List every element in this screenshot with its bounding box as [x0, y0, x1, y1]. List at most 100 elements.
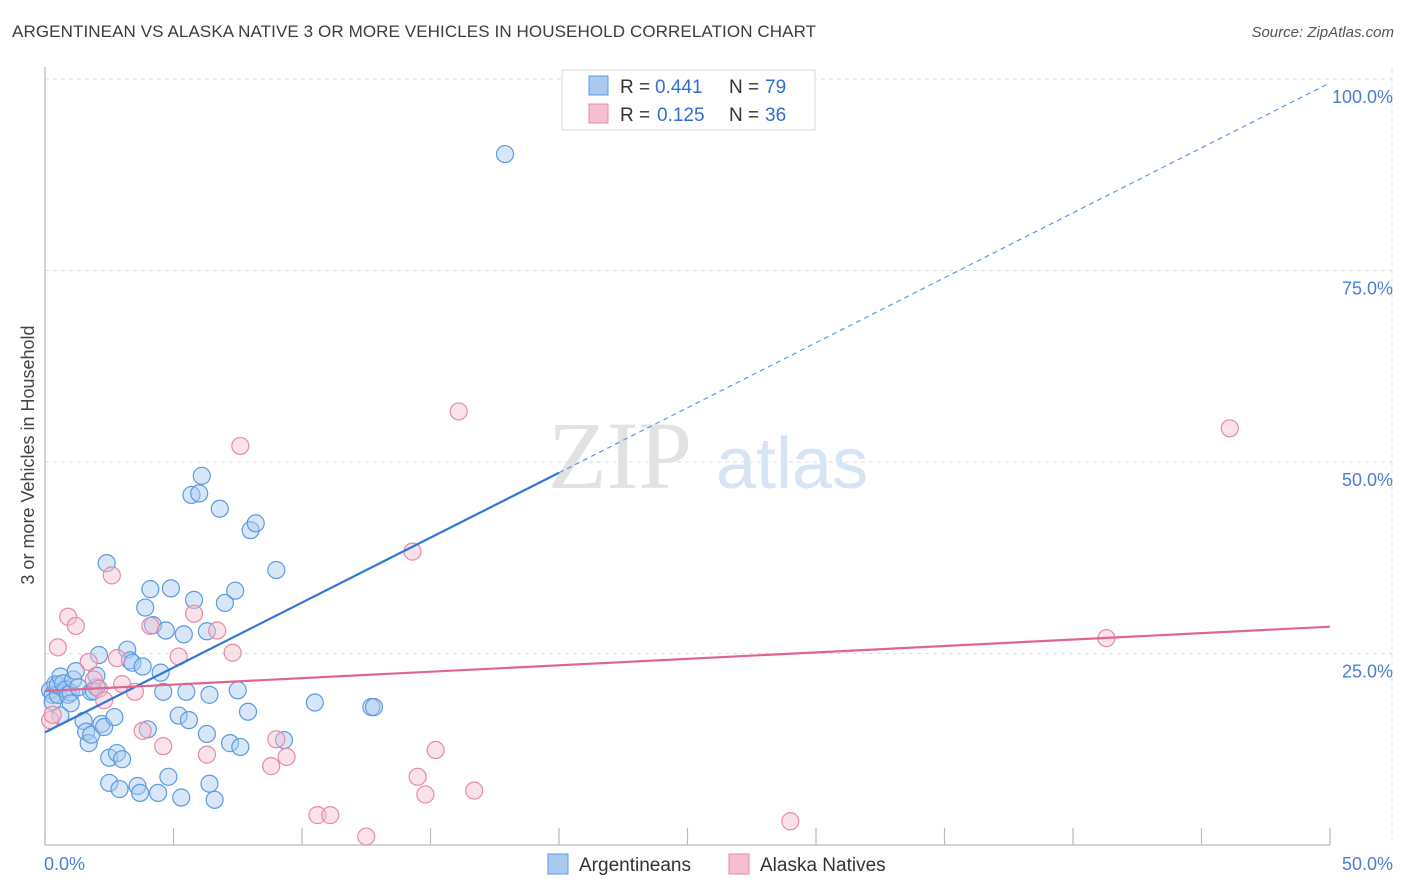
point-argentineans-71 [267, 560, 286, 580]
y-tick-label-1: 50.0% [1342, 470, 1393, 490]
point-argentineans-52 [179, 711, 199, 730]
chart-title: ARGENTINEAN VS ALASKA NATIVE 3 OR MORE V… [12, 22, 817, 41]
point-alaska-natives-5 [79, 652, 98, 672]
series-argentineans [41, 144, 515, 809]
point-argentineans-37 [133, 657, 152, 676]
legend-n-value-1: 79 [765, 77, 786, 98]
point-alaska-natives-19 [208, 621, 227, 640]
point-argentineans-49 [172, 788, 191, 807]
point-argentineans-63 [215, 593, 234, 613]
legend-swatch-argentineans [547, 853, 569, 875]
point-alaska-natives-30 [416, 785, 435, 804]
series-alaska-natives [41, 402, 1239, 846]
point-argentineans-40 [141, 580, 160, 599]
point-argentineans-47 [161, 579, 181, 598]
point-alaska-natives-22 [262, 757, 281, 776]
legend-r-value-1: 0.441 [655, 77, 703, 98]
point-argentineans-60 [200, 774, 219, 793]
point-argentineans-30 [110, 779, 129, 799]
x-tick-label-0: 0.0% [44, 854, 85, 874]
point-argentineans-64 [220, 734, 240, 753]
point-argentineans-57 [197, 724, 217, 744]
x-tick-label-1: 50.0% [1342, 854, 1393, 874]
point-argentineans-45 [156, 621, 175, 640]
point-alaska-natives-2 [48, 638, 67, 657]
point-alaska-natives-4 [66, 616, 85, 636]
point-alaska-natives-1 [43, 705, 62, 724]
point-argentineans-28 [105, 707, 124, 727]
point-argentineans-42 [148, 783, 168, 803]
watermark-zip: ZIP [548, 402, 692, 509]
point-argentineans-68 [238, 702, 258, 721]
legend-swatch-alaska-natives [728, 853, 750, 875]
point-argentineans-46 [159, 767, 178, 786]
point-argentineans-27 [100, 773, 119, 793]
point-argentineans-51 [177, 682, 196, 701]
legend-r-label-1: R = [620, 77, 650, 98]
point-argentineans-73 [305, 693, 324, 712]
point-argentineans-48 [169, 706, 188, 725]
point-alaska-natives-20 [223, 643, 242, 662]
tick-labels: 25.0% 50.0% 75.0% 100.0% 0.0% 50.0% [44, 87, 1393, 874]
point-argentineans-16 [77, 722, 96, 741]
source-label: Source: ZipAtlas.com [1251, 24, 1394, 41]
point-argentineans-59 [200, 685, 219, 704]
point-argentineans-76 [495, 144, 515, 164]
legend-r-value-2: 0.125 [657, 105, 705, 126]
point-alaska-natives-14 [141, 616, 160, 636]
point-alaska-natives-13 [133, 721, 152, 740]
point-alaska-natives-32 [449, 402, 468, 421]
point-alaska-natives-29 [408, 767, 427, 786]
point-alaska-natives-10 [107, 648, 127, 668]
watermark: ZIP atlas [548, 402, 868, 509]
point-argentineans-66 [228, 681, 247, 700]
point-argentineans-61 [205, 790, 224, 809]
point-argentineans-56 [192, 466, 211, 485]
trend-line-argentineans-extension [558, 82, 1331, 474]
legend-swatch-blue [588, 75, 609, 96]
point-argentineans-38 [136, 598, 155, 617]
y-tick-label-3: 100.0% [1332, 87, 1393, 107]
trend-lines [44, 82, 1331, 734]
point-alaska-natives-21 [231, 436, 250, 456]
point-alaska-natives-23 [267, 730, 286, 749]
watermark-atlas: atlas [716, 424, 868, 504]
point-argentineans-44 [154, 682, 173, 701]
point-argentineans-58 [197, 622, 217, 641]
point-alaska-natives-3 [59, 607, 78, 626]
legend-label-alaska-natives: Alaska Natives [760, 855, 886, 876]
legend-label-argentineans: Argentineans [579, 855, 691, 876]
point-argentineans-43 [151, 663, 170, 682]
point-alaska-natives-34 [781, 812, 800, 831]
point-argentineans-36 [130, 783, 150, 803]
point-alaska-natives-36 [1220, 419, 1239, 438]
point-alaska-natives-24 [277, 747, 296, 767]
trend-line-alaska-natives [44, 625, 1331, 693]
point-argentineans-67 [231, 737, 250, 757]
point-alaska-natives-33 [465, 781, 484, 800]
point-alaska-natives-15 [154, 737, 173, 756]
point-argentineans-22 [89, 645, 109, 665]
point-alaska-natives-9 [102, 566, 121, 585]
y-axis-label: 3 or more Vehicles in Household [18, 325, 38, 584]
trend-line-argentineans [44, 471, 560, 734]
correlation-legend: R = 0.441 N = 79 R = 0.125 N = 36 [561, 69, 816, 131]
point-alaska-natives-17 [184, 604, 204, 623]
point-argentineans-11 [61, 694, 80, 713]
point-argentineans-62 [210, 499, 229, 518]
gridlines [45, 69, 1393, 845]
point-alaska-natives-26 [321, 806, 340, 825]
point-argentineans-53 [182, 485, 201, 505]
point-argentineans-75 [364, 698, 384, 717]
series-legend: Argentineans Alaska Natives [547, 853, 886, 876]
point-argentineans-70 [246, 514, 265, 533]
point-alaska-natives-27 [357, 827, 376, 846]
legend-n-value-2: 36 [765, 105, 786, 126]
axes [44, 67, 1331, 846]
y-tick-label-2: 75.0% [1342, 279, 1393, 299]
legend-swatch-pink [588, 103, 609, 124]
point-alaska-natives-25 [308, 806, 327, 825]
point-argentineans-54 [184, 590, 204, 609]
point-argentineans-55 [190, 484, 209, 503]
